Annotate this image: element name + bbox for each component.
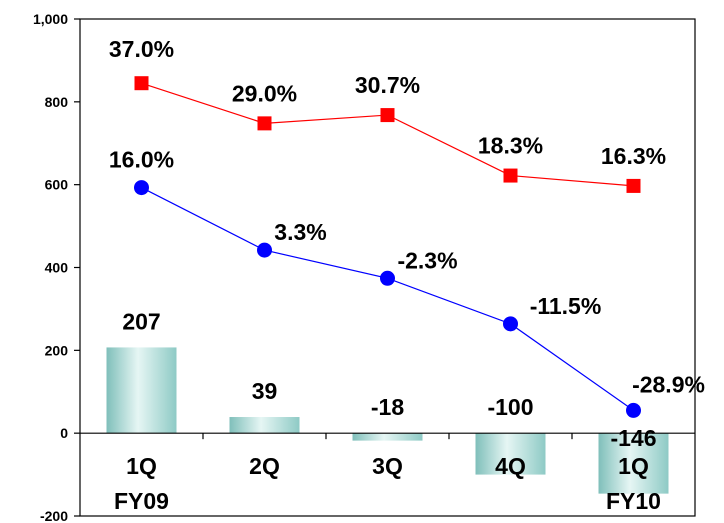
- bar-value-label: -100: [487, 394, 533, 420]
- series-1-point: [626, 178, 641, 193]
- series-1-point: [257, 116, 272, 131]
- bar-1: [106, 347, 177, 434]
- y-tick-label: 1,000: [33, 11, 68, 27]
- series-1-label: 29.0%: [232, 80, 297, 106]
- series-2-label: 16.0%: [109, 147, 174, 173]
- bar-4: [475, 433, 546, 475]
- x-tick-label: 1Q: [126, 453, 157, 479]
- bar-value-label: -146: [610, 425, 656, 451]
- bar-3: [352, 433, 423, 441]
- series-2-point: [626, 402, 641, 418]
- x-tick-label-line2: FY09: [114, 488, 169, 514]
- series-2-label: 3.3%: [274, 219, 326, 245]
- series-1-label: 18.3%: [478, 133, 543, 159]
- y-tick-label: -200: [40, 508, 68, 523]
- y-tick-label: 400: [45, 260, 69, 276]
- x-tick-label: 4Q: [495, 453, 526, 479]
- series-1-point: [503, 168, 518, 183]
- series-1-point: [134, 76, 149, 91]
- bar-value-label: -18: [371, 394, 404, 420]
- series-1-point: [380, 108, 395, 123]
- series-2-point: [257, 242, 272, 258]
- x-tick-label: 2Q: [249, 453, 280, 479]
- y-tick-label: 200: [45, 342, 69, 358]
- x-tick-label: 3Q: [372, 453, 403, 479]
- series-2-point: [503, 316, 518, 332]
- y-tick-label: 800: [45, 94, 69, 110]
- y-tick-label: 0: [60, 425, 68, 441]
- bar-5: [598, 433, 669, 494]
- bar-value-label: 207: [122, 308, 160, 334]
- series-2-point: [380, 270, 395, 286]
- x-tick-label-line2: FY10: [606, 488, 661, 514]
- series-1-line: [141, 82, 634, 187]
- series-2-label: -11.5%: [530, 293, 602, 319]
- series-1-label: 16.3%: [601, 143, 666, 169]
- y-tick-label: 600: [45, 177, 69, 193]
- x-tick-label: 1Q: [618, 453, 649, 479]
- series-2-point: [134, 180, 149, 196]
- series-2-label: -2.3%: [397, 247, 457, 273]
- series-2-label: -28.9%: [632, 371, 705, 397]
- series-1-label: 30.7%: [355, 72, 420, 98]
- bar-value-label: 39: [252, 378, 278, 404]
- series-1-label: 37.0%: [109, 36, 174, 62]
- bar-2: [229, 417, 300, 434]
